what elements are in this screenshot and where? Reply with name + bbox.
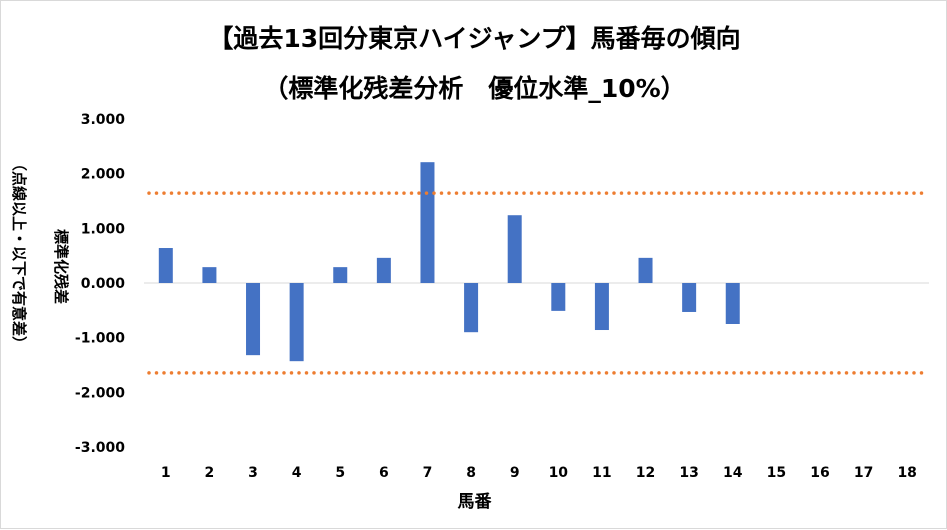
x-tick-label: 4 xyxy=(292,465,302,481)
bar-5 xyxy=(333,267,348,283)
chart-subtitle: （標準化残差分析 優位水準_10%） xyxy=(263,74,686,103)
bar-8 xyxy=(464,283,479,333)
x-tick-label: 6 xyxy=(379,465,389,481)
chart-title: 【過去13回分東京ハイジャンプ】馬番毎の傾向 xyxy=(208,24,741,53)
y-tick-label: -3.000 xyxy=(75,440,125,456)
bar-9 xyxy=(507,215,522,283)
bar-2 xyxy=(202,267,217,283)
y-axis-label: 標準化残差 xyxy=(52,229,70,305)
x-tick-label: 9 xyxy=(510,465,520,481)
bar-10 xyxy=(551,283,566,311)
bar-12 xyxy=(638,257,653,283)
x-tick-label: 15 xyxy=(767,465,786,481)
x-tick-label: 10 xyxy=(549,465,569,481)
y-tick-label: 0.000 xyxy=(81,276,126,292)
y-tick-label: -1.000 xyxy=(75,331,125,347)
y-tick-label: 1.000 xyxy=(81,221,126,237)
bar-6 xyxy=(376,257,391,283)
x-tick-label: 7 xyxy=(423,465,433,481)
bar-13 xyxy=(682,283,697,312)
bar-1 xyxy=(158,248,173,283)
bar-11 xyxy=(594,283,609,331)
y-tick-label: 2.000 xyxy=(81,167,126,183)
x-tick-label: 2 xyxy=(205,465,215,481)
bar-7 xyxy=(420,162,435,283)
x-tick-label: 17 xyxy=(854,465,873,481)
bar-14 xyxy=(725,283,740,324)
x-tick-label: 8 xyxy=(466,465,476,481)
x-axis-label: 馬番 xyxy=(457,492,492,512)
x-tick-label: 18 xyxy=(897,465,916,481)
x-tick-label: 3 xyxy=(248,465,258,481)
x-tick-label: 13 xyxy=(679,465,698,481)
x-tick-label: 14 xyxy=(723,465,743,481)
x-tick-label: 12 xyxy=(636,465,655,481)
y-tick-label: 3.000 xyxy=(81,112,126,128)
y-axis-sublabel: （点線以上・以下で有意差） xyxy=(10,156,28,352)
x-tick-label: 11 xyxy=(592,465,611,481)
bar-4 xyxy=(289,283,304,362)
x-tick-label: 1 xyxy=(161,465,171,481)
y-tick-label: -2.000 xyxy=(75,385,125,401)
x-tick-label: 16 xyxy=(810,465,829,481)
bar-3 xyxy=(246,283,261,356)
x-tick-label: 5 xyxy=(335,465,345,481)
